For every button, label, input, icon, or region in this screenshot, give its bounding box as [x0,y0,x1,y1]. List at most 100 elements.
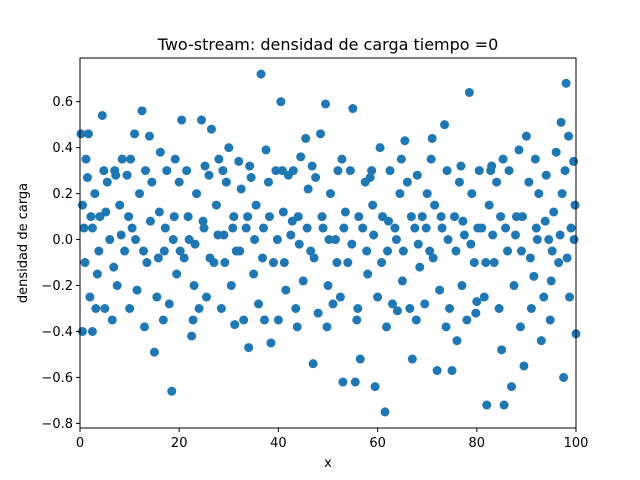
data-point [192,189,202,199]
data-point [170,154,180,164]
data-point [544,235,554,245]
data-point [145,216,155,226]
data-point [140,166,150,176]
data-point [387,299,397,309]
data-point [339,223,349,233]
data-point [335,292,345,302]
data-point [565,292,575,302]
data-point [278,207,288,217]
data-point [367,166,377,176]
y-tick-label: −0.2 [41,279,73,294]
data-point [131,235,141,245]
data-points [76,69,581,417]
data-point [541,170,551,180]
data-point [279,258,289,268]
data-point [338,377,348,387]
data-point [80,258,90,268]
data-point [138,246,148,256]
data-point [420,299,430,309]
data-point [316,129,326,139]
data-point [400,136,410,146]
data-point [100,304,110,313]
data-point [391,235,401,245]
data-point [445,304,455,313]
data-point [271,166,281,176]
data-point [206,124,216,134]
data-point [472,297,482,307]
data-point [149,347,159,357]
data-point [235,246,245,256]
data-point [276,97,286,107]
data-point [466,239,476,249]
y-tick-label: 0.4 [52,141,73,156]
data-point [525,253,535,263]
data-point [362,246,372,256]
data-point [308,359,318,369]
data-point [422,189,432,199]
data-point [514,145,524,155]
data-point [406,212,416,222]
data-point [85,292,95,302]
data-point [286,230,296,240]
data-point [504,166,514,176]
data-point [488,230,498,240]
data-point [234,156,244,166]
data-point [261,145,271,155]
data-point [147,177,157,187]
data-point [137,106,147,116]
data-point [82,173,92,182]
data-point [167,386,177,396]
data-point [442,166,452,176]
data-point [81,154,91,164]
data-point [385,166,395,176]
data-point [111,170,121,180]
data-point [200,161,210,171]
data-point [172,269,182,279]
data-point [187,331,197,341]
data-point [162,166,172,176]
data-point [390,223,400,233]
data-point [561,78,571,88]
data-point [174,177,184,187]
data-point [132,285,142,295]
data-point [396,154,406,164]
data-point [259,223,269,233]
data-point [509,281,519,291]
data-point [301,133,311,143]
data-point [383,246,393,256]
data-point [395,189,405,199]
data-point [230,320,240,330]
data-point [531,223,541,233]
data-point [201,292,211,302]
data-point [467,189,477,199]
data-point [79,223,89,233]
data-point [459,230,469,240]
data-point [441,322,451,332]
data-point [530,154,540,164]
data-point [91,304,101,313]
data-point [97,110,107,120]
data-point [213,230,223,240]
data-point [482,400,492,410]
data-point [555,230,565,240]
data-point [426,154,436,164]
data-point [545,315,555,325]
data-point [90,189,100,199]
data-point [152,292,162,302]
data-point [437,223,447,233]
data-point [375,143,385,153]
data-point [451,246,461,256]
data-point [155,147,165,157]
data-point [86,212,96,222]
data-point [125,304,135,313]
data-point [432,366,442,376]
data-point [536,336,546,346]
data-point [102,177,112,187]
data-point [397,276,407,286]
data-point [77,200,87,210]
data-point [229,212,239,222]
data-point [135,189,145,199]
data-point [144,131,154,141]
data-point [369,230,379,240]
data-point [292,322,302,332]
